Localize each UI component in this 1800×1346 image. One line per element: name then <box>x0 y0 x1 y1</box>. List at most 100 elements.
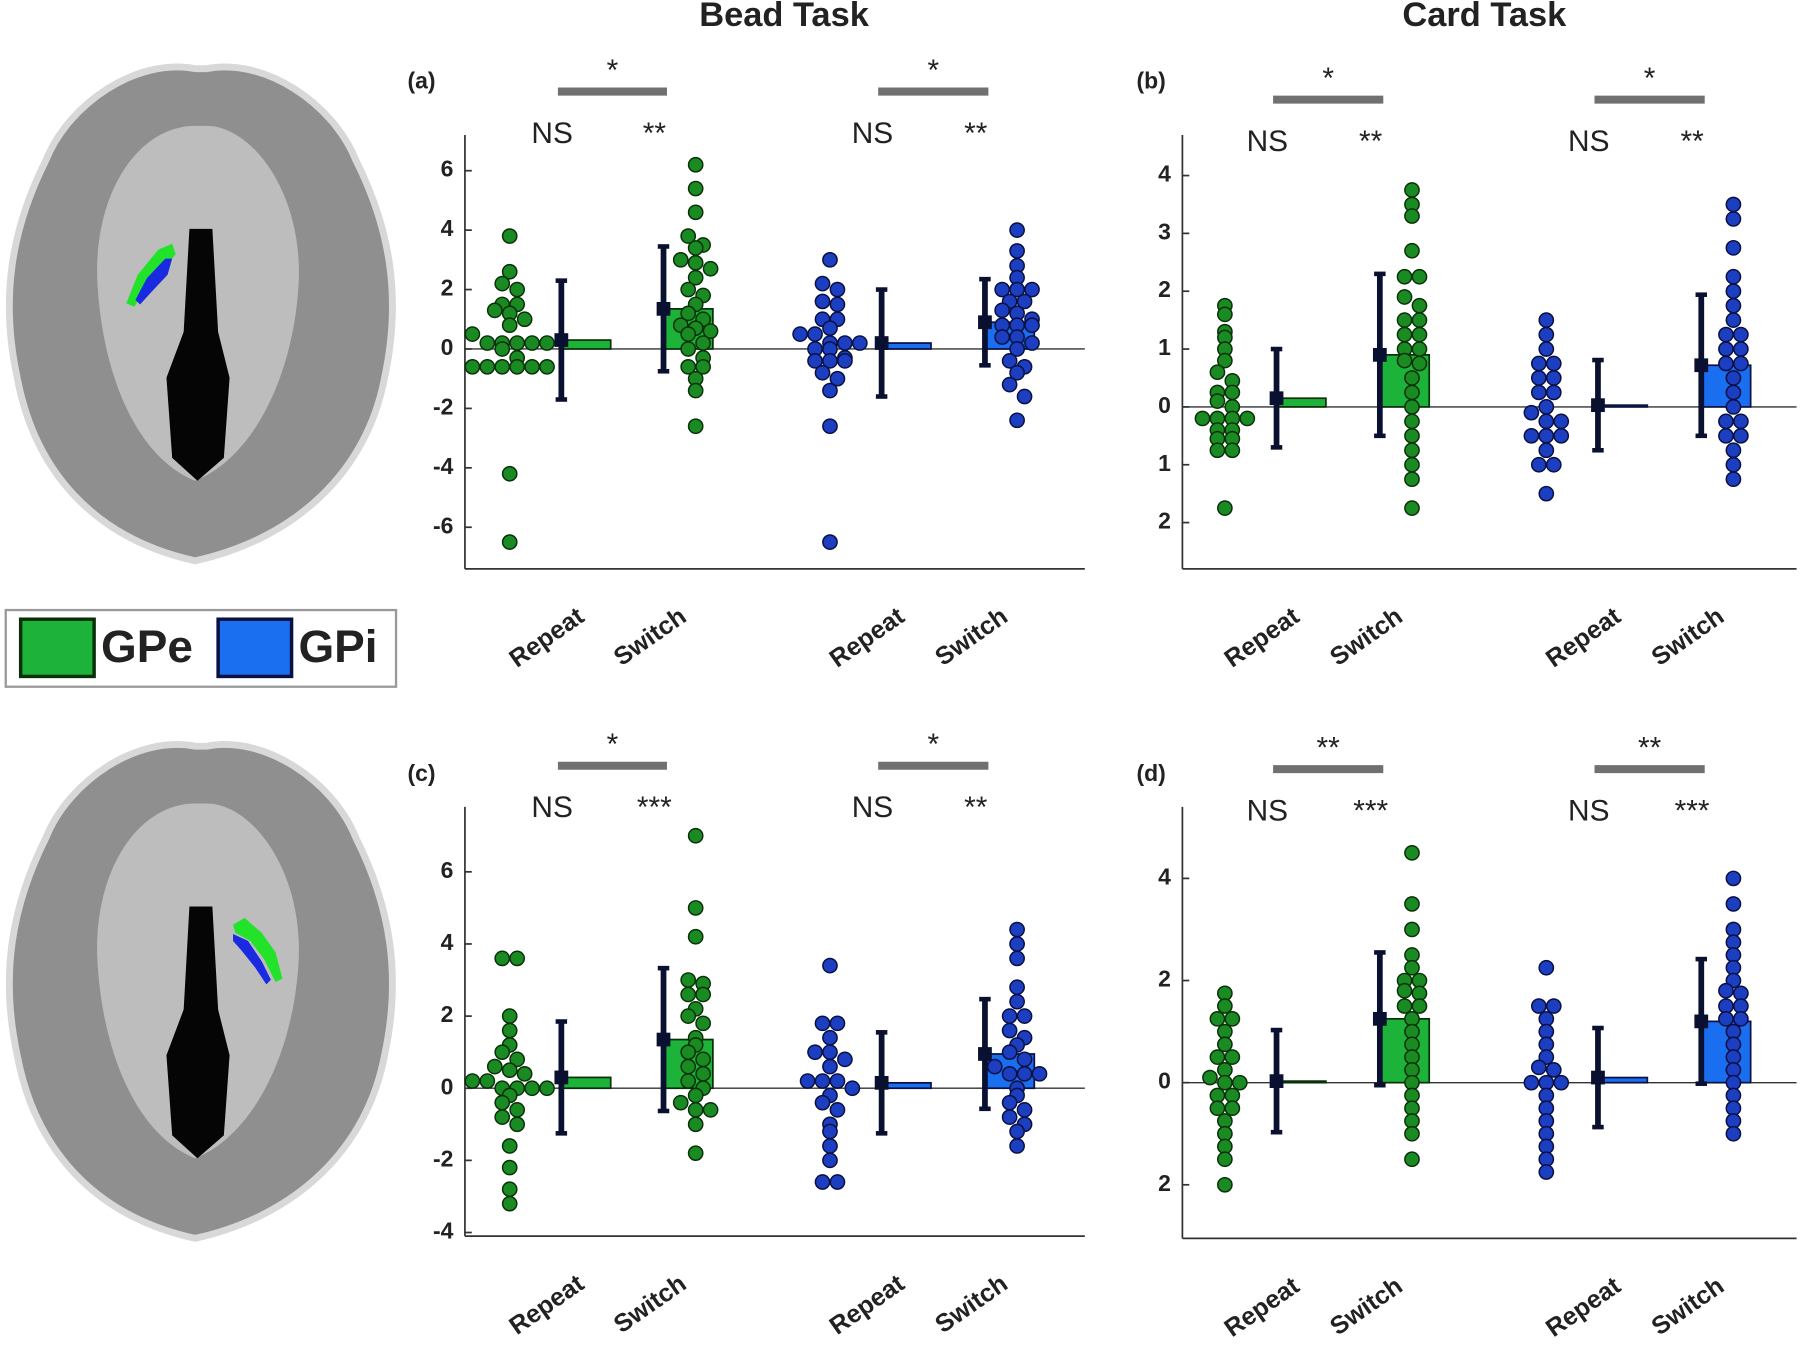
significance: NS <box>1247 795 1288 828</box>
data-point <box>680 281 697 298</box>
y-tick-label: 1 <box>1158 450 1171 476</box>
data-point <box>1016 388 1033 405</box>
x-tick-label: Repeat <box>1219 1271 1305 1342</box>
data-point <box>1411 341 1428 357</box>
data-point <box>1725 456 1742 473</box>
contrast-label: * <box>1322 62 1334 95</box>
data-point <box>1404 242 1420 259</box>
data-point <box>814 1174 831 1190</box>
x-tick-label: Repeat <box>504 602 590 673</box>
data-point <box>1725 211 1742 227</box>
data-point <box>1725 399 1742 415</box>
data-point <box>1024 281 1040 298</box>
y-tick-label: 4 <box>1158 161 1171 187</box>
data-point <box>1404 921 1420 938</box>
data-point <box>509 950 526 967</box>
data-point <box>822 1152 838 1169</box>
data-point <box>695 1015 711 1032</box>
data-point <box>1411 326 1428 343</box>
data-point <box>1538 485 1555 502</box>
data-point <box>1202 1069 1218 1086</box>
contrast-label: * <box>927 54 939 87</box>
data-point <box>1009 364 1025 381</box>
data-point <box>524 358 540 375</box>
data-point <box>1530 370 1547 386</box>
bar <box>1275 397 1327 408</box>
y-tick-label: 0 <box>1158 1068 1171 1094</box>
data-point <box>687 240 704 256</box>
data-point <box>680 972 697 988</box>
contrast-label: ** <box>1638 732 1662 765</box>
data-point <box>1404 959 1420 976</box>
significance: ** <box>964 117 988 150</box>
contrast-label: * <box>607 54 619 87</box>
mean-marker <box>1372 347 1387 362</box>
data-point <box>494 1044 511 1061</box>
data-point <box>1404 182 1420 198</box>
data-point <box>1016 1065 1033 1082</box>
data-point <box>1217 1151 1233 1168</box>
data-point <box>1209 1049 1226 1065</box>
data-point <box>814 1073 831 1089</box>
data-point <box>1538 959 1555 976</box>
data-point <box>501 1138 518 1154</box>
data-point <box>829 370 846 387</box>
data-point <box>822 957 838 974</box>
bar <box>1597 404 1649 408</box>
data-point <box>807 326 823 342</box>
data-point <box>1725 268 1742 285</box>
data-point <box>994 302 1011 319</box>
column-title: Bead Task <box>699 0 870 34</box>
data-point <box>1001 1094 1018 1111</box>
data-point <box>829 296 846 313</box>
y-tick-label: 3 <box>1158 218 1171 244</box>
data-point <box>1545 456 1562 473</box>
data-point <box>814 275 831 292</box>
data-point <box>680 986 697 1003</box>
bar <box>1597 1076 1649 1084</box>
significance: *** <box>637 791 672 824</box>
mean-marker <box>554 1070 569 1085</box>
data-point <box>687 1087 704 1104</box>
x-tick-label: Switch <box>930 1269 1013 1338</box>
data-point <box>1016 293 1033 310</box>
data-point <box>1538 399 1555 415</box>
data-point <box>1009 412 1025 429</box>
significance: NS <box>531 791 572 824</box>
data-point <box>1209 1100 1226 1117</box>
data-point <box>1396 998 1413 1014</box>
data-point <box>1404 1125 1420 1142</box>
data-point <box>1001 1109 1018 1125</box>
data-point <box>687 827 704 844</box>
data-point <box>1009 341 1025 357</box>
data-point <box>822 382 838 399</box>
data-point <box>501 1022 518 1039</box>
data-point <box>1725 384 1742 401</box>
data-point <box>844 1080 861 1097</box>
x-tick-label: Repeat <box>504 1269 590 1340</box>
data-point <box>1217 500 1233 516</box>
x-tick-label: Repeat <box>1219 602 1305 673</box>
data-point <box>1009 243 1025 259</box>
x-tick-label: Switch <box>1325 602 1408 671</box>
y-tick-label: -4 <box>433 453 454 479</box>
data-point <box>687 156 704 173</box>
data-point <box>1718 355 1734 372</box>
data-point <box>687 418 704 435</box>
significance: NS <box>852 117 893 150</box>
data-point <box>687 1145 704 1162</box>
data-point <box>807 1044 823 1061</box>
data-point <box>1217 306 1233 323</box>
mean-marker <box>978 315 992 330</box>
data-point <box>1718 341 1734 357</box>
significance: NS <box>852 791 893 824</box>
data-point <box>680 326 697 342</box>
data-point <box>1725 196 1742 213</box>
data-point <box>1009 979 1025 996</box>
data-point <box>1009 936 1025 952</box>
legend-swatch <box>18 617 96 679</box>
data-point <box>1009 921 1025 938</box>
data-point <box>680 341 697 357</box>
data-point <box>1553 427 1570 444</box>
y-tick-label: -6 <box>433 512 453 538</box>
